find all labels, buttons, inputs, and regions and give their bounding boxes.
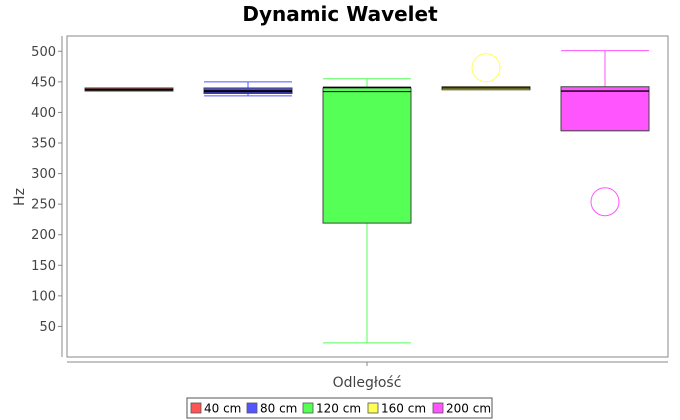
legend-swatch [190, 402, 202, 414]
legend-label: 40 cm [204, 402, 241, 416]
legend-label: 80 cm [260, 402, 297, 416]
legend-label: 160 cm [381, 402, 426, 416]
legend: 40 cm 80 cm 120 cm 160 cm 200 cm [190, 402, 491, 416]
box-iqr [560, 86, 650, 132]
legend-swatch [302, 402, 314, 414]
y-tick-label: 200 [31, 228, 56, 243]
box-group [441, 53, 531, 91]
x-axis-label: Odległość [333, 375, 402, 391]
legend-label: 120 cm [316, 402, 361, 416]
box-iqr [322, 87, 412, 224]
y-axis-label: Hz [12, 188, 28, 206]
y-axis-ticks: 50 100 150 200 250 300 350 400 450 500 [31, 45, 62, 335]
box-group [560, 50, 650, 217]
legend-label: 200 cm [446, 402, 491, 416]
legend-swatch [367, 402, 379, 414]
legend-box [186, 397, 493, 419]
box-group [203, 81, 293, 97]
y-tick-label: 350 [31, 137, 56, 152]
legend-swatch [246, 402, 258, 414]
y-tick-label: 100 [31, 289, 56, 304]
legend-swatch [432, 402, 444, 414]
box-group [322, 78, 412, 344]
chart-title: Dynamic Wavelet [242, 2, 438, 26]
y-tick-label: 450 [31, 75, 56, 90]
y-tick-label: 250 [31, 198, 56, 213]
outlier-point [471, 53, 501, 83]
y-tick-label: 400 [31, 106, 56, 121]
y-tick-label: 50 [39, 320, 56, 335]
box-group [84, 87, 174, 92]
box-series [84, 50, 650, 344]
y-tick-label: 300 [31, 167, 56, 182]
y-tick-label: 150 [31, 259, 56, 274]
y-tick-label: 500 [31, 45, 56, 60]
outlier-point [590, 187, 620, 217]
